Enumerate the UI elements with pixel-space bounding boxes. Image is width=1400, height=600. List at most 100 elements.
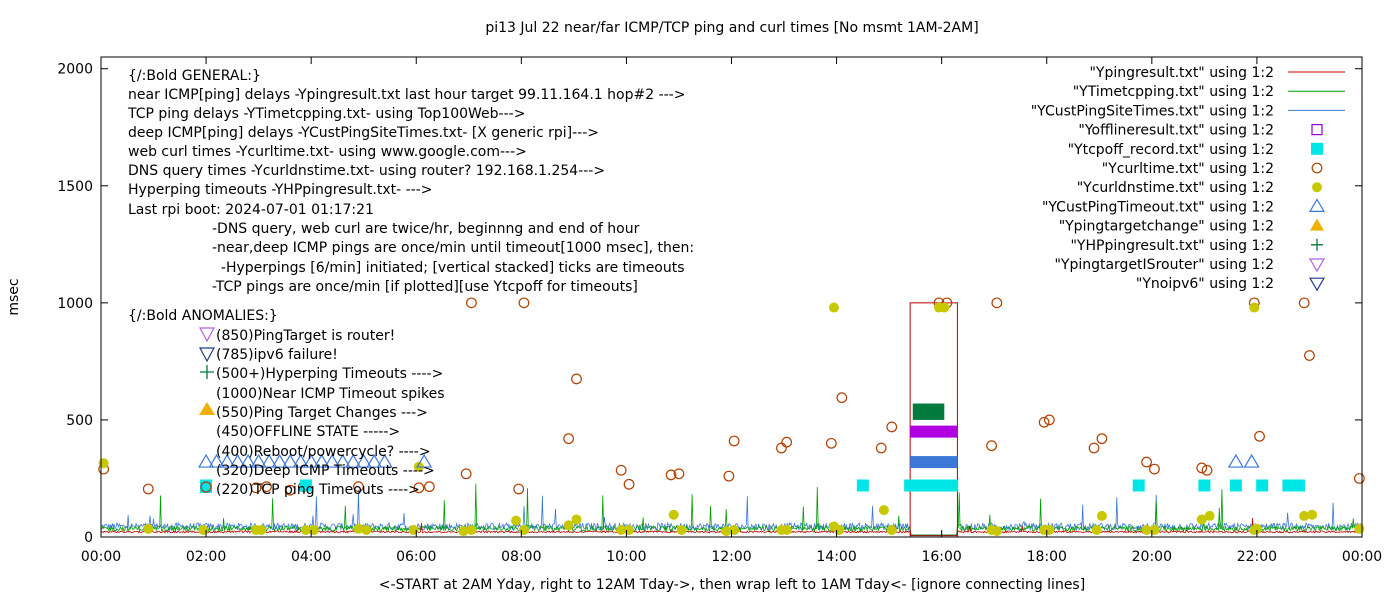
legend-marker-icon bbox=[1310, 218, 1324, 231]
general-line-curl: web curl times -Ycurltime.txt- using www… bbox=[128, 144, 527, 160]
anomalies-annotations: {/:Bold ANOMALIES:} (850)PingTarget is r… bbox=[128, 308, 445, 498]
data-point-filled-square bbox=[1282, 479, 1295, 492]
data-point-open-circle bbox=[776, 442, 787, 454]
data-point-filled-circle bbox=[834, 524, 845, 535]
data-point-open-triangle bbox=[292, 453, 309, 468]
data-point-filled-circle bbox=[518, 524, 529, 535]
general-title: {/:Bold GENERAL:} bbox=[128, 68, 261, 84]
data-point-open-triangle bbox=[313, 453, 330, 468]
data-point-filled-circle bbox=[256, 524, 267, 535]
general-line-hyperping: Hyperping timeouts -YHPpingresult.txt- -… bbox=[128, 182, 433, 198]
data-point-filled-square bbox=[904, 479, 917, 492]
data-point-filled-square bbox=[1132, 479, 1145, 492]
hyperping-timeout-band bbox=[912, 403, 945, 420]
y-tick-label: 1000 bbox=[57, 296, 93, 312]
ping-timeout-band bbox=[910, 456, 958, 469]
legend-label: "Ypingresult.txt" using 1:2 bbox=[1089, 65, 1274, 81]
data-point-open-circle bbox=[513, 483, 525, 495]
data-point-filled-circle bbox=[991, 526, 1002, 537]
data-point-open-triangle bbox=[303, 453, 320, 468]
triangle-icon bbox=[199, 402, 215, 415]
data-point-open-triangle bbox=[229, 453, 246, 468]
data-point-filled-square bbox=[299, 479, 312, 492]
data-point-filled-circle bbox=[676, 524, 687, 535]
data-point-filled-circle bbox=[1307, 509, 1318, 520]
down-triangle-icon bbox=[198, 347, 216, 363]
data-point-open-circle bbox=[723, 470, 735, 482]
data-point-open-circle bbox=[825, 437, 837, 449]
data-point-filled-circle bbox=[1091, 524, 1102, 535]
data-point-open-triangle bbox=[416, 453, 433, 468]
general-line-boot: Last rpi boot: 2024-07-01 01:17:21 bbox=[128, 202, 374, 218]
data-point-open-triangle bbox=[324, 453, 341, 468]
data-point-filled-circle bbox=[353, 523, 364, 534]
x-tick-label: 14:00 bbox=[816, 549, 856, 565]
data-point-filled-circle bbox=[1249, 302, 1260, 313]
data-point-open-circle bbox=[142, 483, 154, 495]
x-tick-label: 08:00 bbox=[501, 549, 541, 565]
data-point-filled-circle bbox=[939, 302, 950, 313]
data-point-open-circle bbox=[886, 421, 898, 433]
data-point-open-circle bbox=[460, 468, 472, 480]
y-tick-label: 500 bbox=[66, 413, 93, 429]
data-point-open-circle bbox=[781, 436, 793, 448]
legend-label: "YCustPingTimeout.txt" using 1:2 bbox=[1042, 199, 1274, 215]
data-point-open-circle bbox=[1254, 430, 1265, 442]
data-point-filled-circle bbox=[1149, 524, 1160, 535]
x-axis-label: <-START at 2AM Yday, right to 12AM Tday-… bbox=[379, 577, 1085, 593]
legend-marker-icon bbox=[1312, 182, 1322, 193]
data-point-open-triangle bbox=[366, 453, 383, 468]
legend-label: "YTimetcpping.txt" using 1:2 bbox=[1073, 84, 1274, 100]
data-point-open-triangle bbox=[334, 453, 351, 468]
data-point-filled-circle bbox=[1249, 524, 1260, 535]
data-point-filled-circle bbox=[361, 524, 372, 535]
x-tick-label: 12:00 bbox=[711, 549, 751, 565]
data-point-filled-circle bbox=[878, 505, 889, 516]
legend-label: "Ycurldnstime.txt" using 1:2 bbox=[1077, 180, 1274, 196]
data-point-open-triangle bbox=[345, 453, 362, 468]
data-point-open-circle bbox=[1201, 464, 1213, 476]
data-point-filled-square bbox=[1292, 479, 1305, 492]
x-tick-label: 22:00 bbox=[1237, 549, 1277, 565]
data-point-open-circle bbox=[518, 297, 530, 309]
data-point-filled-circle bbox=[1096, 510, 1107, 521]
data-point-open-circle bbox=[250, 482, 262, 494]
x-tick-label: 02:00 bbox=[186, 549, 226, 565]
y-axis-label: msec bbox=[6, 278, 22, 315]
anomaly-near-icmp-spikes: (1000)Near ICMP Timeout spikes bbox=[216, 386, 445, 402]
data-point-filled-circle bbox=[616, 524, 627, 535]
legend-label: "YHPpingresult.txt" using 1:2 bbox=[1070, 238, 1274, 254]
data-layer bbox=[98, 297, 1365, 538]
data-point-open-circle bbox=[991, 297, 1003, 309]
plus-icon bbox=[200, 365, 214, 379]
legend-label: "Yofflineresult.txt" using 1:2 bbox=[1078, 123, 1274, 139]
x-tick-label: 00:00 bbox=[1342, 549, 1382, 565]
general-line-deep-icmp: deep ICMP[ping] delays -YCustPingSiteTim… bbox=[128, 125, 599, 141]
data-point-open-circle bbox=[1298, 297, 1310, 309]
data-point-open-triangle bbox=[208, 453, 225, 468]
data-point-filled-circle bbox=[466, 524, 477, 535]
data-point-open-triangle bbox=[1243, 453, 1260, 468]
data-point-open-circle bbox=[571, 373, 582, 385]
data-point-filled-circle bbox=[571, 514, 582, 525]
data-point-filled-circle bbox=[308, 524, 319, 535]
data-point-filled-circle bbox=[1204, 510, 1215, 521]
data-point-filled-circle bbox=[729, 524, 740, 535]
data-point-filled-circle bbox=[1354, 523, 1365, 534]
data-point-open-circle bbox=[423, 481, 435, 493]
legend-marker-icon bbox=[1311, 142, 1323, 155]
legend-label: "Ycurltime.txt" using 1:2 bbox=[1102, 161, 1274, 177]
legend-marker-icon bbox=[1311, 123, 1323, 136]
data-point-filled-circle bbox=[828, 302, 839, 313]
offline-band bbox=[910, 425, 958, 438]
data-point-open-triangle bbox=[282, 453, 299, 468]
square-icon bbox=[200, 481, 212, 493]
anomaly-hyperping-timeouts: (500+)Hyperping Timeouts ----> bbox=[216, 366, 443, 382]
y-tick-label: 0 bbox=[84, 530, 93, 546]
data-point-filled-square bbox=[914, 479, 927, 492]
data-point-filled-circle bbox=[198, 524, 209, 535]
data-point-open-triangle bbox=[355, 453, 372, 468]
data-point-open-circle bbox=[836, 392, 848, 404]
data-point-open-circle bbox=[1196, 462, 1208, 474]
data-point-open-triangle bbox=[376, 453, 393, 468]
